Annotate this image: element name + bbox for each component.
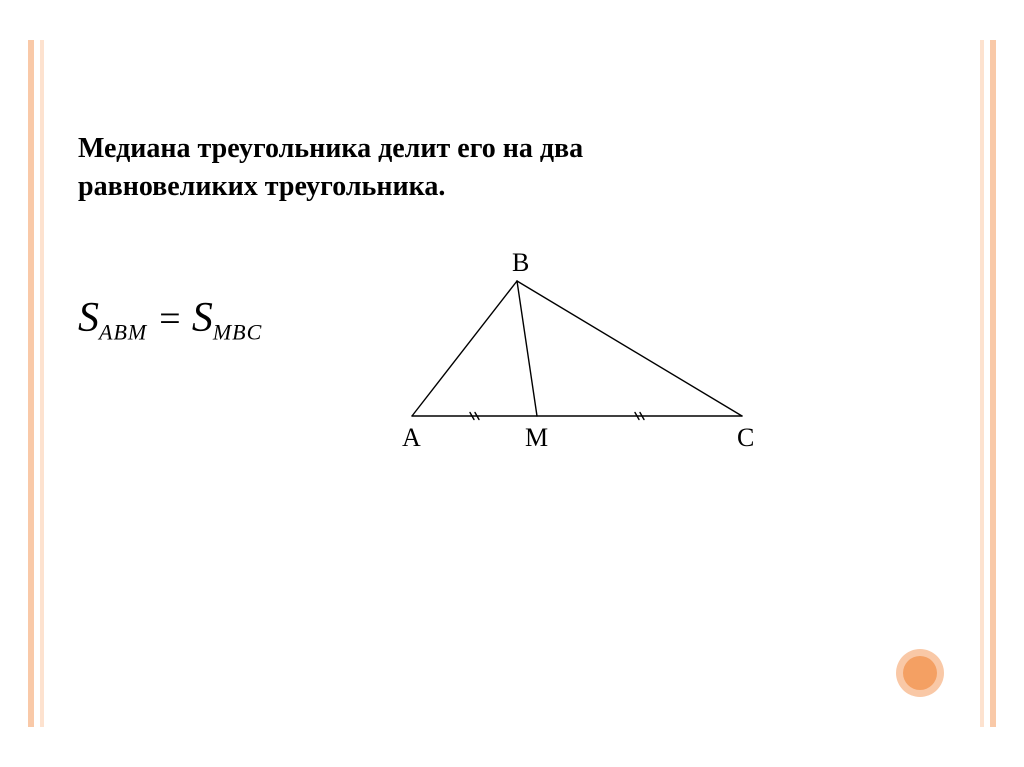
figure: A M C B	[342, 246, 792, 481]
title-line-1: Медиана треугольника делит его на два	[78, 133, 583, 164]
formula: SABM = SMBC	[78, 294, 262, 346]
border-left	[28, 40, 50, 727]
formula-S1: S	[78, 295, 99, 341]
border-stripe-inner	[40, 40, 44, 727]
accent-dot-icon	[896, 649, 944, 697]
svg-text:A: A	[402, 423, 421, 452]
svg-text:C: C	[737, 423, 754, 452]
formula-eq: =	[147, 298, 192, 340]
formula-sub2: MBC	[213, 319, 262, 344]
title-line-2: равновеликих треугольника.	[78, 171, 445, 202]
content: Медиана треугольника делит его на два ра…	[78, 130, 946, 481]
border-stripe-outer	[28, 40, 34, 727]
accent-dot-inner	[903, 656, 937, 690]
border-stripe-outer	[990, 40, 996, 727]
body-row: SABM = SMBC AMCB	[78, 246, 946, 481]
slide: Медиана треугольника делит его на два ра…	[0, 0, 1024, 767]
svg-text:M: M	[525, 423, 548, 452]
border-stripe-inner	[980, 40, 984, 727]
border-right	[974, 40, 996, 727]
formula-sub1: ABM	[99, 319, 147, 344]
formula-S2: S	[192, 295, 213, 341]
title: Медиана треугольника делит его на два ра…	[78, 130, 946, 206]
svg-text:B: B	[512, 248, 529, 277]
triangle-diagram: A M C B	[342, 246, 792, 476]
